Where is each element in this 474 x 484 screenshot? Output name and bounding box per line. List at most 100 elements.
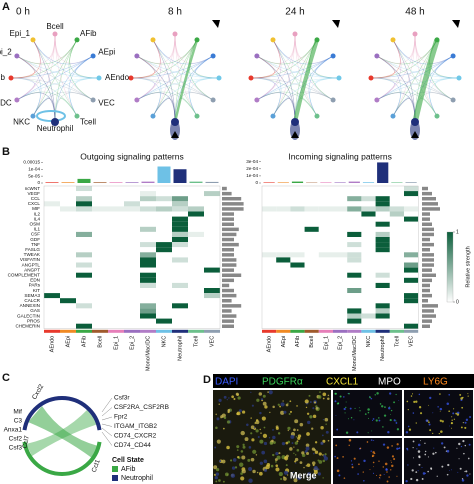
edge [414, 33, 438, 117]
speckle [382, 443, 386, 446]
heat-cell [262, 277, 277, 283]
heat-cell [172, 196, 188, 202]
heat-cell [347, 186, 362, 192]
heat-cell [108, 252, 124, 258]
row-bar [222, 186, 227, 191]
edge [195, 55, 220, 79]
edge [188, 55, 214, 117]
top-tick-label: 5e-05 [28, 173, 40, 178]
speckle [381, 405, 384, 408]
speckle [342, 455, 344, 458]
speckle [343, 407, 346, 411]
channel-label: CXCL1 [326, 377, 359, 388]
heat-cell [347, 237, 362, 243]
top-bar [157, 166, 171, 183]
speckle [432, 432, 434, 435]
edge [69, 39, 100, 79]
heat-cell [375, 211, 390, 217]
heat-cell [172, 313, 188, 319]
heat-cell [333, 318, 348, 324]
heat-cell [44, 257, 60, 263]
image-panel [404, 438, 473, 484]
speckle [218, 398, 222, 403]
heat-cell [404, 267, 419, 273]
speckle [469, 416, 472, 418]
speckle [274, 458, 278, 462]
heat-cell [204, 226, 220, 232]
heat-cell [347, 211, 362, 217]
speckle [407, 464, 409, 466]
top-tick-label: 1e-04 [246, 173, 258, 178]
speckle [463, 422, 465, 424]
speckle [436, 475, 438, 477]
heat-cell [404, 237, 419, 243]
heat-cell [156, 262, 172, 268]
heat-cell [60, 318, 76, 324]
edge [272, 39, 318, 117]
speckle [450, 421, 454, 425]
time-label: 24 h [285, 7, 304, 18]
heat-cell [156, 288, 172, 294]
heat-cell [389, 288, 404, 294]
heat-cell [276, 216, 291, 222]
heat-cell [361, 196, 376, 202]
edge [68, 55, 94, 117]
top-bar [61, 182, 75, 183]
speckle [379, 474, 382, 477]
node [171, 118, 179, 126]
heat-cell [108, 277, 124, 283]
edge [435, 55, 460, 79]
node [450, 97, 456, 103]
heat-cell [108, 231, 124, 237]
heat-cell [124, 252, 140, 258]
heat-cell [156, 231, 172, 237]
heat-cell [76, 226, 92, 232]
heat-cell [172, 318, 188, 324]
heat-cell [404, 277, 419, 283]
speckle [289, 447, 293, 451]
heat-cell [262, 242, 277, 248]
speckle [354, 407, 356, 409]
speckle [453, 418, 456, 420]
heat-cell [262, 196, 277, 202]
heat-cell [204, 282, 220, 288]
heat-cell [262, 257, 277, 263]
speckle [305, 465, 308, 467]
heat-cell [290, 318, 305, 324]
heat-cell [108, 226, 124, 232]
speckle [437, 406, 439, 408]
heat-cell [347, 206, 362, 212]
speckle [384, 462, 388, 466]
heat-cell [361, 237, 376, 243]
top-tick-label: 0.00015 [23, 160, 40, 165]
heat-cell [304, 323, 319, 329]
speckle [306, 463, 311, 467]
speckle [411, 469, 414, 472]
heat-cell [76, 298, 92, 304]
heat-cell [276, 237, 291, 243]
speckle [257, 435, 260, 438]
speckle [248, 467, 253, 472]
speckle [285, 403, 289, 407]
heat-cell [404, 247, 419, 253]
speckle [448, 410, 451, 413]
speckle [464, 444, 467, 447]
node [134, 53, 140, 59]
speckle [348, 392, 350, 395]
speckle [417, 443, 421, 447]
cell-strip [304, 329, 319, 333]
edge [10, 55, 94, 79]
heat-cell [347, 277, 362, 283]
edge [435, 77, 460, 101]
heat-cell [347, 201, 362, 207]
col-label: Tcell [394, 336, 400, 347]
heat-cell [76, 216, 92, 222]
heat-cell [276, 186, 291, 192]
edge [174, 33, 198, 117]
edge [250, 77, 281, 117]
heat-cell [404, 257, 419, 263]
speckle [383, 474, 385, 475]
edge [370, 77, 454, 101]
cell-strip [188, 329, 204, 333]
heat-cell [156, 221, 172, 227]
